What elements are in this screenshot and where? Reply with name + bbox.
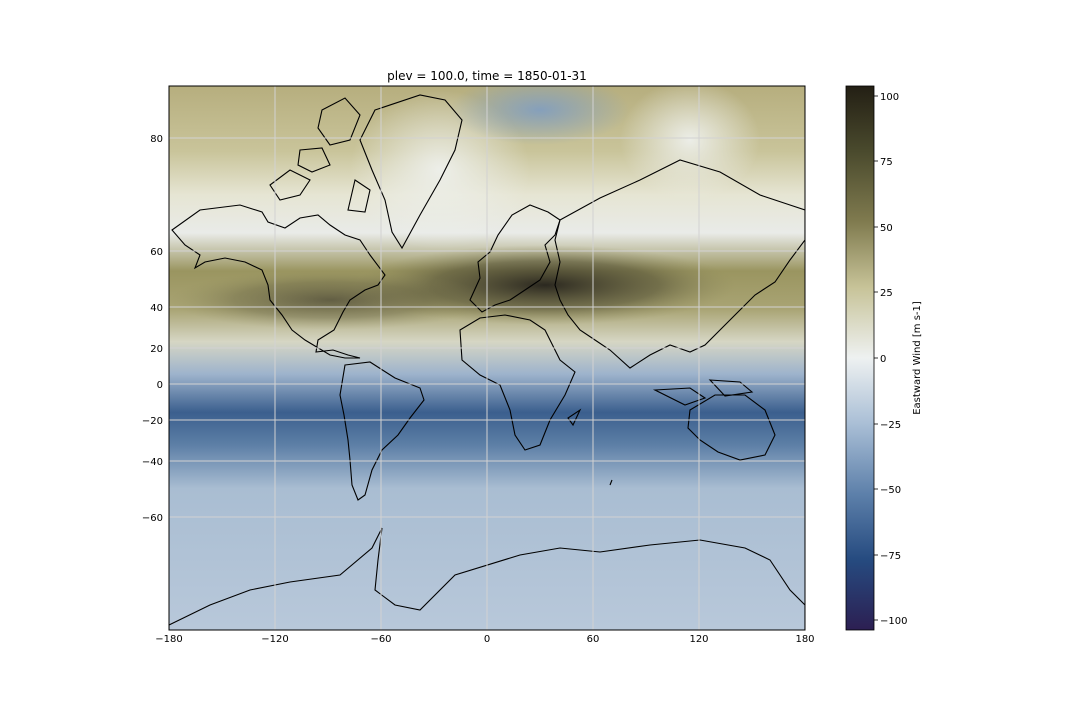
x-tick-label: 120	[689, 634, 708, 645]
colorbar-tick-label: −50	[880, 485, 901, 496]
colorbar-tick-label: 25	[880, 288, 893, 299]
y-tick-label: 60	[150, 247, 163, 258]
y-tick-label: −40	[142, 457, 163, 468]
colorbar-label: Eastward Wind [m s-1]	[912, 301, 923, 415]
x-tick-label: 180	[795, 634, 814, 645]
y-tick-label: 20	[150, 344, 163, 355]
wind-jet-core-region	[170, 270, 490, 330]
wind-weak-region	[620, 86, 760, 200]
y-tick-label: −60	[142, 513, 163, 524]
gridlines	[169, 86, 805, 630]
x-tick-label: 60	[587, 634, 600, 645]
x-tick-label: 0	[484, 634, 490, 645]
x-tick-label: −120	[261, 634, 288, 645]
x-tick-label: −180	[155, 634, 182, 645]
colorbar-tick-label: 0	[880, 354, 886, 365]
colorbar-tick-label: −100	[880, 616, 907, 627]
chart-title: plev = 100.0, time = 1850-01-31	[387, 69, 587, 83]
y-tick-label: −20	[142, 416, 163, 427]
colorbar-tick-label: 75	[880, 157, 893, 168]
colorbar-tick-label: 50	[880, 223, 893, 234]
coastline-north-america	[171, 204, 386, 359]
colorbar-tick-label: 100	[880, 92, 899, 103]
coastline-islands	[567, 379, 754, 486]
y-axis-ticks: 80 60 40 20 0 −20 −40 −60	[142, 134, 163, 524]
map-plot-area	[169, 86, 805, 630]
colorbar: 100 75 50 25 0 −25 −50 −75 −100 Eastward…	[845, 85, 923, 631]
y-tick-label: 0	[157, 380, 163, 391]
coastline-europe	[469, 204, 561, 313]
colorbar-tick-label: −75	[880, 551, 901, 562]
colorbar-gradient	[845, 85, 875, 631]
colorbar-tick-marks	[874, 95, 878, 621]
x-tick-label: −60	[370, 634, 391, 645]
y-tick-label: 80	[150, 134, 163, 145]
map-frame	[168, 85, 806, 631]
wind-easterly-region	[450, 86, 630, 145]
coastline-south-america	[339, 361, 425, 501]
x-axis-ticks: −180 −120 −60 0 60 120 180	[155, 634, 814, 645]
coastline-arctic-islands	[269, 97, 371, 213]
y-tick-label: 40	[150, 303, 163, 314]
coastline-greenland	[359, 94, 463, 250]
colorbar-tick-label: −25	[880, 420, 901, 431]
